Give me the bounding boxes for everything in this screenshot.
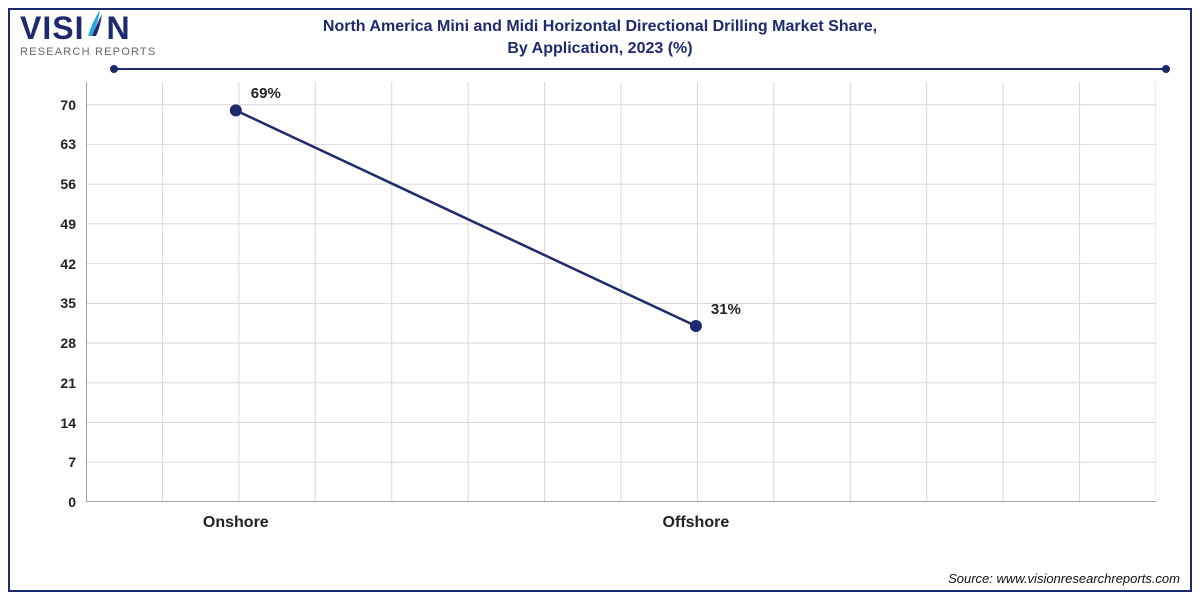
source-attribution: Source: www.visionresearchreports.com: [948, 571, 1180, 586]
chart-svg: [86, 82, 1156, 502]
chart-title: North America Mini and Midi Horizontal D…: [0, 16, 1200, 61]
y-tick-label: 7: [68, 454, 76, 470]
y-tick-label: 14: [60, 415, 76, 431]
y-tick-label: 35: [60, 295, 76, 311]
x-tick-label: Offshore: [663, 514, 730, 532]
y-tick-label: 0: [68, 494, 76, 510]
x-tick-label: Onshore: [203, 514, 269, 532]
chart-plot-area: 07142128354249566370Onshore69%Offshore31…: [86, 82, 1156, 502]
data-series-line: [236, 110, 696, 326]
y-tick-label: 42: [60, 256, 76, 272]
title-line2: By Application, 2023 (%): [0, 38, 1200, 60]
y-tick-label: 70: [60, 97, 76, 113]
data-label: 69%: [251, 85, 281, 102]
data-label: 31%: [711, 301, 741, 318]
y-tick-label: 28: [60, 335, 76, 351]
title-underline: [110, 66, 1170, 72]
y-tick-label: 56: [60, 176, 76, 192]
title-line1: North America Mini and Midi Horizontal D…: [0, 16, 1200, 38]
y-tick-label: 63: [60, 136, 76, 152]
y-tick-label: 21: [60, 375, 76, 391]
y-tick-label: 49: [60, 216, 76, 232]
